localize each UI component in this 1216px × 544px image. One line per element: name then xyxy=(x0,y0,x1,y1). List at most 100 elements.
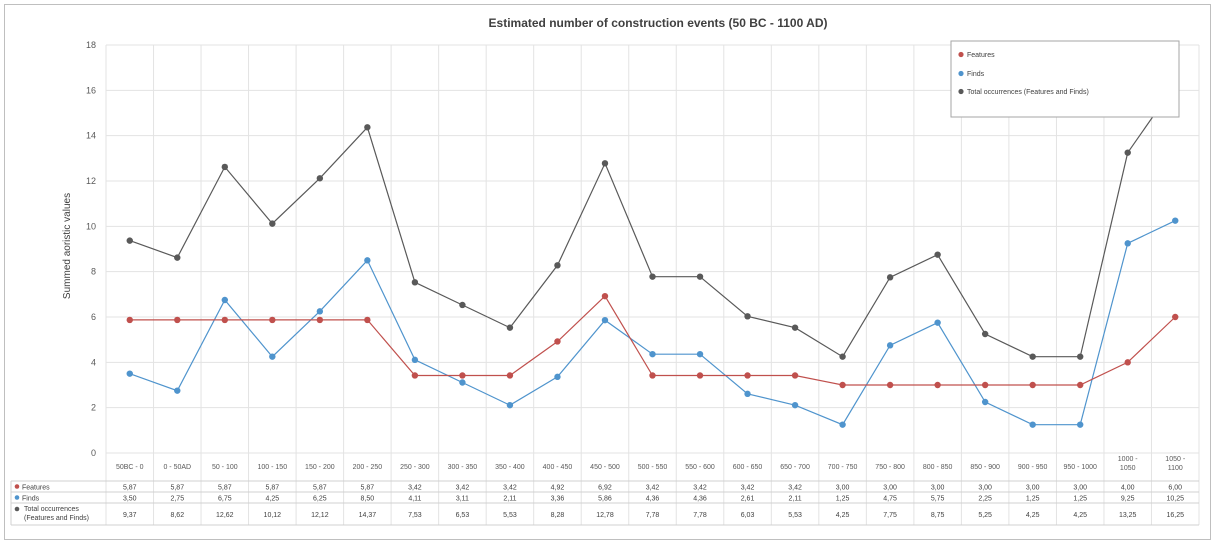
data-point xyxy=(269,316,276,324)
table-cell: 3,42 xyxy=(741,485,755,492)
y-tick-label: 2 xyxy=(91,403,96,413)
table-cell: 4,92 xyxy=(551,485,565,492)
table-cell: 5,53 xyxy=(503,512,517,519)
data-point xyxy=(554,373,561,381)
table-cell: 5,87 xyxy=(361,485,375,492)
series-lines xyxy=(126,81,1179,428)
table-row-label: Features xyxy=(22,485,50,492)
series-line xyxy=(129,295,1176,386)
x-category-label: 700 - 750 xyxy=(828,464,858,471)
y-tick-label: 4 xyxy=(91,357,96,367)
table-cell: 3,11 xyxy=(456,496,469,503)
table-cell: 4,36 xyxy=(693,496,707,503)
table-cell: 3,42 xyxy=(408,485,422,492)
y-tick-label: 8 xyxy=(91,267,96,277)
table-cell: 4,36 xyxy=(646,496,660,503)
legend: Features Finds Total occurrences (Features… xyxy=(950,40,1180,118)
table-cell: 8,62 xyxy=(170,512,184,519)
table-cell: 1,25 xyxy=(836,496,850,503)
data-point xyxy=(886,342,894,349)
legend-marker xyxy=(958,51,964,58)
table-cell: 6,53 xyxy=(456,512,470,519)
legend-marker xyxy=(958,70,964,77)
data-point xyxy=(791,324,799,331)
table-cell: 3,00 xyxy=(978,485,992,492)
table-cell: 10,25 xyxy=(1166,496,1184,503)
x-category-label: 0 - 50AD xyxy=(163,464,191,471)
data-point xyxy=(459,372,466,379)
data-point xyxy=(316,316,324,324)
legend-entry: Finds xyxy=(967,71,985,78)
x-category-label: 850 - 900 xyxy=(970,464,1000,471)
table-cell: 6,25 xyxy=(313,496,327,503)
data-point xyxy=(459,379,466,386)
table-cell: 3,42 xyxy=(646,485,660,492)
table-cell: 2,61 xyxy=(741,496,755,503)
chart-frame xyxy=(4,4,1211,540)
data-point xyxy=(744,313,751,320)
table-cell: 8,28 xyxy=(551,512,565,519)
x-category-label: 150 - 200 xyxy=(305,464,335,471)
data-point xyxy=(126,370,133,377)
x-category-label: 300 - 350 xyxy=(448,464,478,471)
data-point xyxy=(506,401,514,409)
y-tick-label: 12 xyxy=(86,176,96,186)
table-cell: 3,42 xyxy=(693,485,707,492)
table-cell: 3,00 xyxy=(1026,485,1040,492)
data-point xyxy=(411,356,419,364)
table-cell: 8,75 xyxy=(931,512,945,519)
data-point xyxy=(601,292,609,300)
table-cell: 8,50 xyxy=(361,496,375,503)
data-point xyxy=(934,251,941,258)
data-point xyxy=(316,308,324,315)
table-cell: 9,25 xyxy=(1121,496,1135,503)
x-category-label: 250 - 300 xyxy=(400,464,430,471)
table-cell: 5,87 xyxy=(266,485,280,492)
table-cell: 4,11 xyxy=(408,496,421,503)
table-cell: 4,25 xyxy=(266,496,280,503)
table-cell: 7,78 xyxy=(646,512,660,519)
data-point xyxy=(744,372,751,379)
table-cell: 4,25 xyxy=(1073,512,1087,519)
table-cell: 7,78 xyxy=(693,512,707,519)
data-point xyxy=(174,254,181,261)
legend-entry: Total occurrences (Features and Finds) xyxy=(967,89,1089,96)
table-cell: 3,00 xyxy=(836,485,850,492)
data-point xyxy=(221,163,229,171)
data-point xyxy=(649,350,656,358)
y-tick-label: 16 xyxy=(86,85,96,95)
data-point xyxy=(174,387,181,394)
x-category-label: 1100 xyxy=(1168,465,1183,472)
table-cell: 3,42 xyxy=(456,485,470,492)
table-cell: 14,37 xyxy=(359,512,377,519)
data-point xyxy=(506,372,514,379)
table-cell: 6,03 xyxy=(741,512,755,519)
table-cell: 7,53 xyxy=(408,512,422,519)
x-category-label: 200 - 250 xyxy=(353,464,383,471)
table-key-marker xyxy=(14,484,20,489)
y-tick-label: 14 xyxy=(86,131,96,141)
data-point xyxy=(601,316,609,324)
table-cell: 5,86 xyxy=(598,496,612,503)
table-cell: 3,00 xyxy=(931,485,945,492)
data-point xyxy=(554,262,561,269)
data-point xyxy=(364,124,371,131)
x-category-label: 350 - 400 xyxy=(495,464,525,471)
table-cell: 5,53 xyxy=(788,512,802,519)
data-point xyxy=(1124,149,1131,156)
data-point xyxy=(601,160,609,167)
table-key-marker xyxy=(14,495,20,500)
table-cell: 7,75 xyxy=(883,512,897,519)
table-cell: 3,42 xyxy=(503,485,517,492)
y-tick-label: 0 xyxy=(91,448,96,458)
table-cell: 6,92 xyxy=(598,485,612,492)
table-cell: 12,78 xyxy=(596,512,614,519)
x-category-label: 50 - 100 xyxy=(212,464,238,471)
table-cell: 3,36 xyxy=(551,496,565,503)
x-category-label: 750 - 800 xyxy=(875,464,905,471)
data-point xyxy=(981,381,989,389)
data-point xyxy=(1029,353,1036,360)
data-point xyxy=(411,279,419,286)
data-point xyxy=(1172,313,1179,321)
